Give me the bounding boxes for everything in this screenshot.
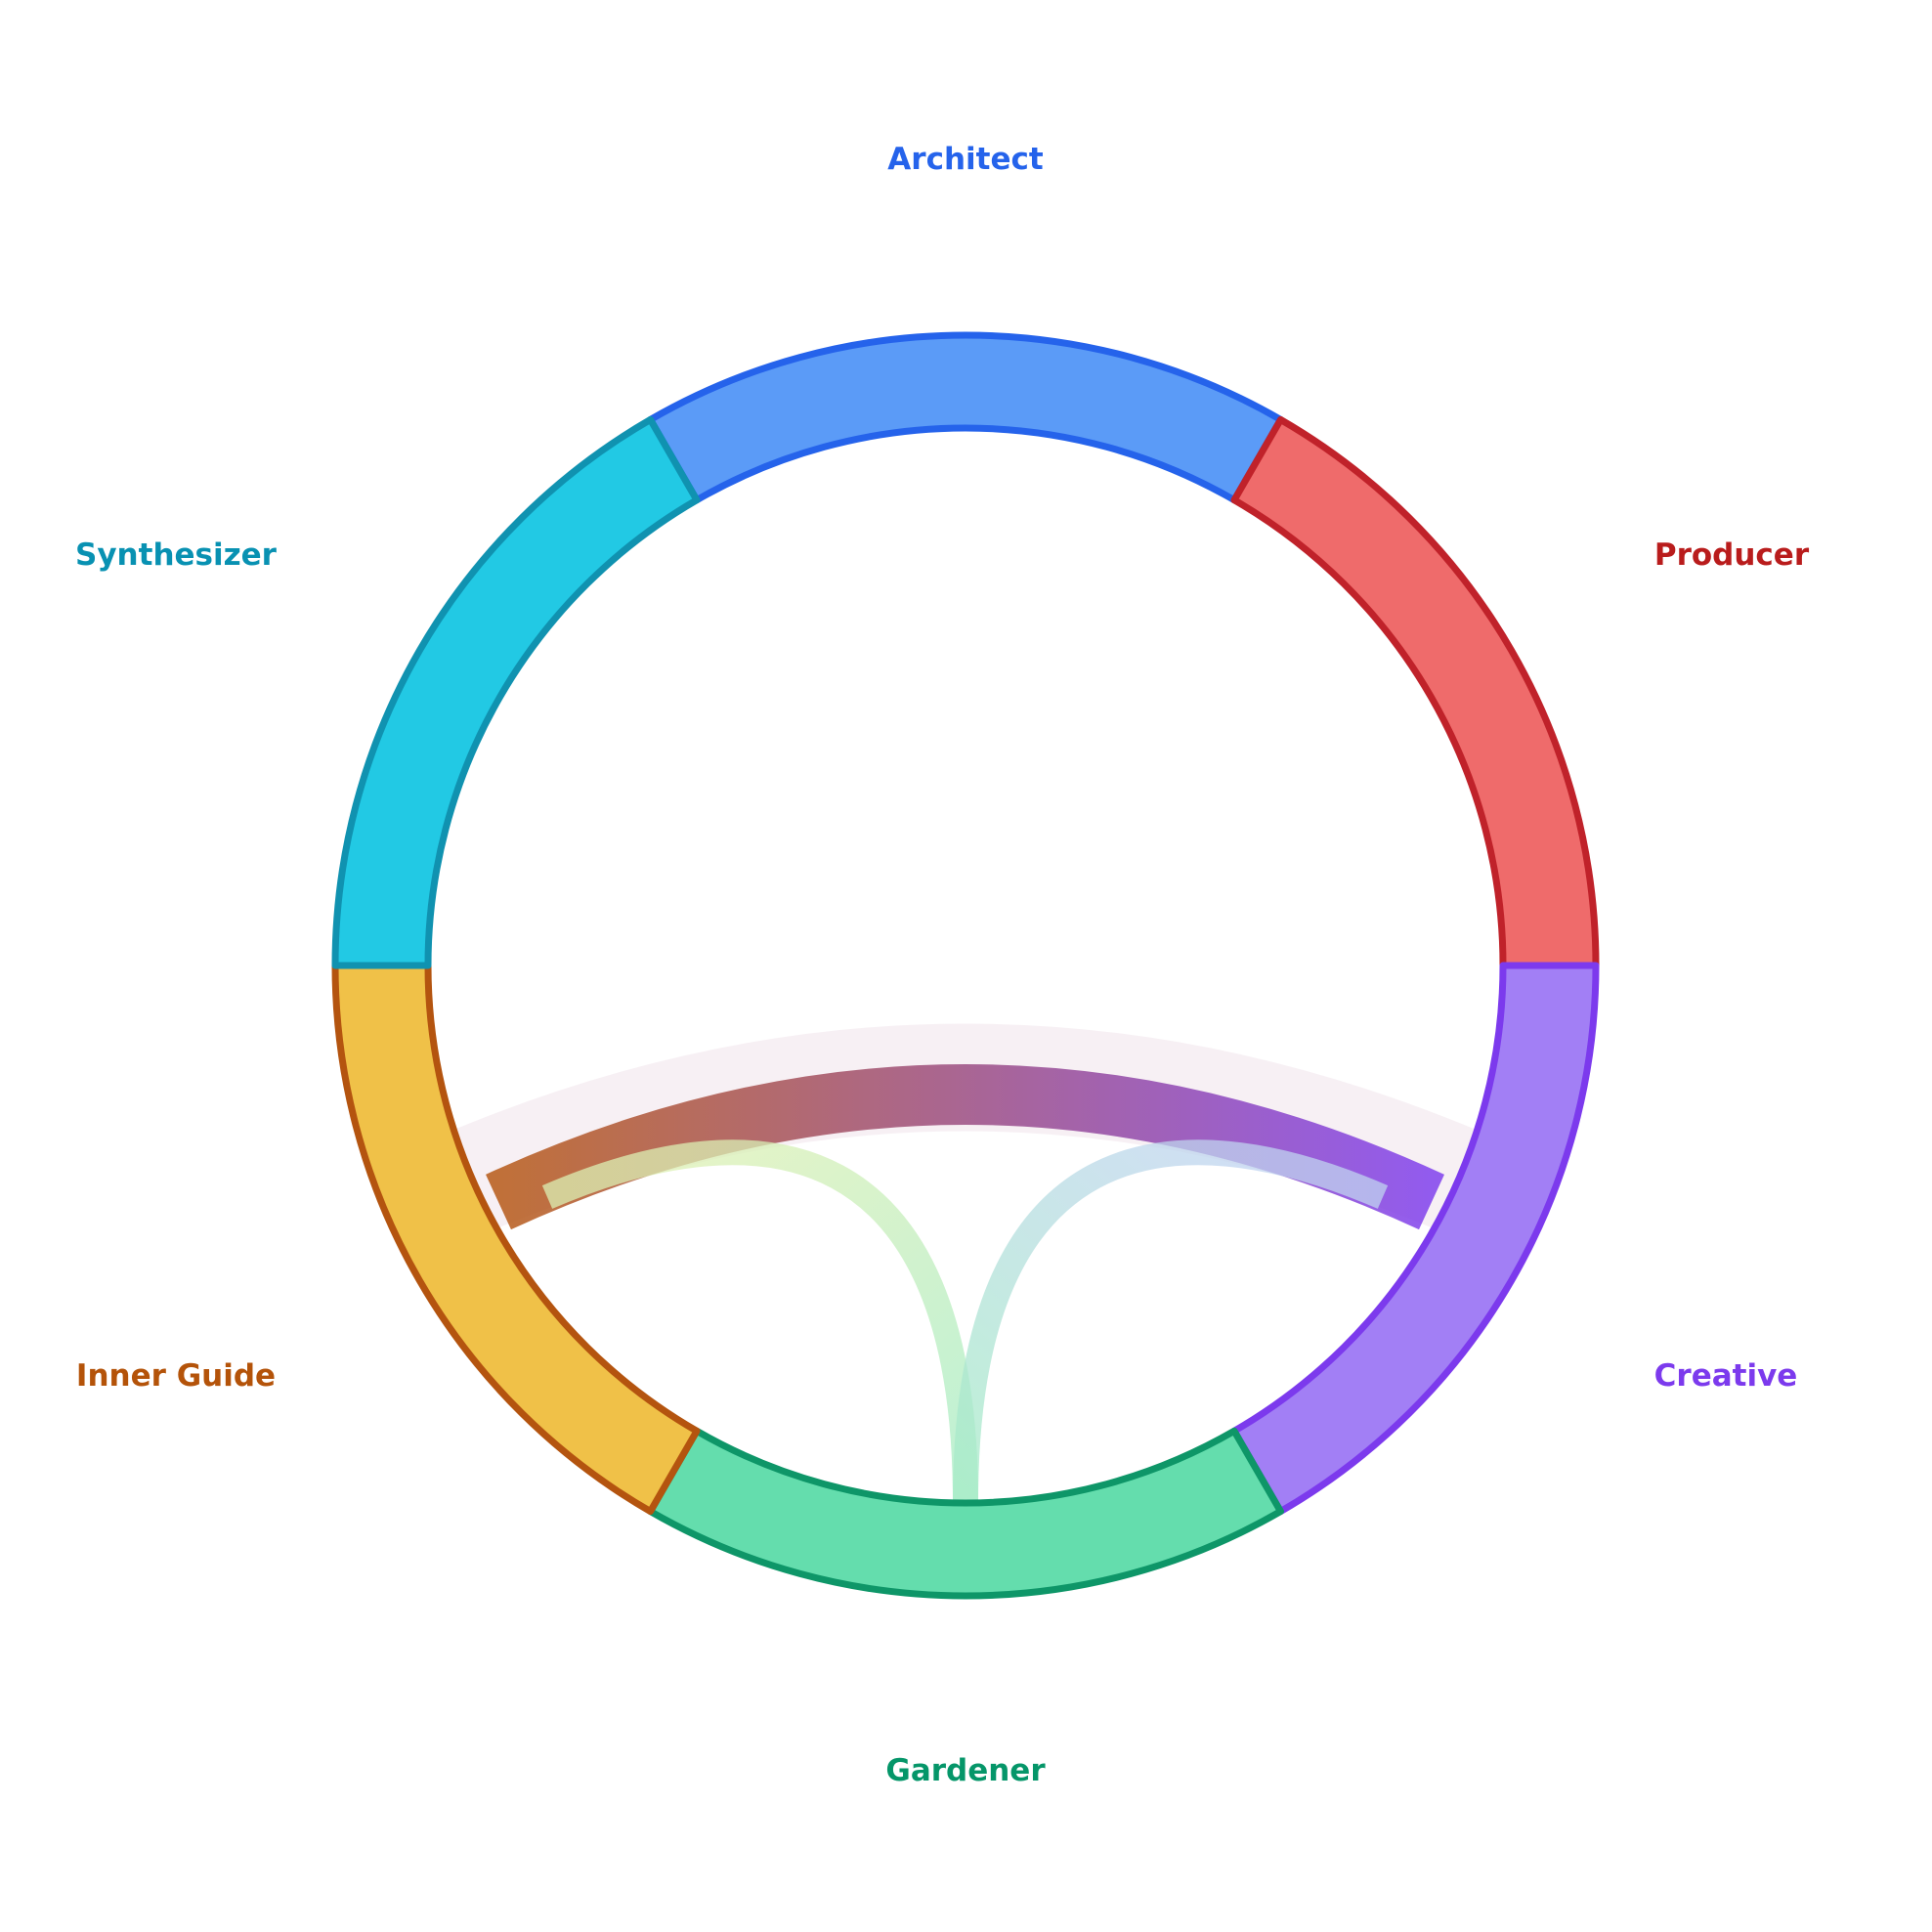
segment-label-producer: Producer [1654, 537, 1810, 573]
segment-labels: Architect Producer Creative Gardener Inn… [75, 142, 1810, 1788]
chord-inner-guide-creative [486, 1064, 1444, 1230]
chord-inner-guide-gardener [541, 1139, 978, 1503]
chord-creative-gardener [953, 1139, 1389, 1503]
segment-architect [647, 331, 1284, 504]
segment-creative [1230, 962, 1600, 1516]
segment-label-architect: Architect [887, 142, 1044, 177]
segment-producer [1230, 415, 1600, 969]
segment-inner-guide [331, 962, 701, 1516]
chord-ribbons [425, 1023, 1505, 1503]
segment-label-gardener: Gardener [885, 1753, 1046, 1788]
segment-label-synthesizer: Synthesizer [75, 537, 278, 573]
segment-synthesizer [331, 415, 701, 969]
segment-ring [331, 331, 1600, 1600]
segment-label-creative: Creative [1654, 1358, 1798, 1394]
segment-label-inner-guide: Inner Guide [76, 1358, 276, 1394]
